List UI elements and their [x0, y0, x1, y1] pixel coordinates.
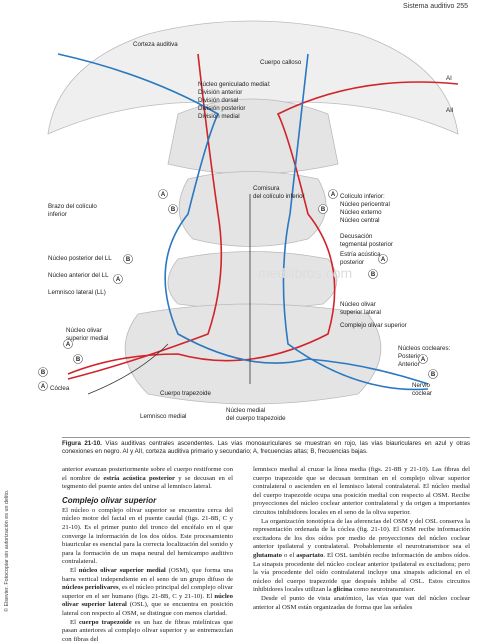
running-title: Sistema auditivo 255: [403, 3, 468, 10]
figure-label: Cuerpo calloso: [260, 59, 302, 66]
text-run: El: [70, 619, 79, 626]
text-run: La organización tonotópica de las aferen…: [253, 518, 470, 551]
figure-label: AI: [446, 75, 452, 82]
figure-label: División medial: [198, 113, 240, 120]
text-column: lemnisco medial al cruzar la línea media…: [253, 466, 470, 612]
text-run: o el: [282, 552, 296, 559]
paragraph: La organización tonotópica de las aferen…: [253, 518, 470, 595]
figure-label: coclear: [412, 390, 432, 397]
text-run: Desde el punto de vista anatómico, las v…: [253, 595, 470, 611]
figure-caption: Figura 21-10. Vías auditivas centrales a…: [62, 437, 470, 456]
figure-label: Corteza auditiva: [133, 41, 178, 48]
figure-label: del cuerpo trapezoide: [226, 415, 286, 422]
marker-label: B: [126, 257, 131, 263]
figure-label: Cóclea: [50, 385, 70, 392]
marker-label: B: [431, 372, 436, 378]
figure-label: Comisura: [253, 185, 280, 192]
figure-label: superior medial: [66, 335, 108, 342]
figure-label: Núcleo olivar: [340, 301, 376, 308]
marker-label: B: [171, 207, 176, 213]
text-run: aspartato: [296, 552, 323, 559]
text-run: núcleos periolivares: [62, 584, 119, 591]
figure-label: Núcleo externo: [340, 209, 382, 216]
text-run: cuerpo trapezoide: [79, 619, 132, 626]
marker-label: B: [321, 207, 326, 213]
figure-label: División dorsal: [198, 97, 238, 104]
marker-label: A: [116, 277, 121, 283]
marker-label: B: [76, 357, 81, 363]
text-run: núcleo olivar superior medial: [79, 567, 166, 574]
brain-sections: [48, 21, 458, 404]
paragraph: El núcleo o complejo olivar superior se …: [62, 507, 233, 567]
text-run: Vías auditivas centrales ascendentes. La…: [62, 440, 470, 455]
paragraph: anterior avanzan posteriormente sobre el…: [62, 466, 233, 492]
marker-label: B: [41, 370, 46, 376]
figure-label: Decusación: [340, 233, 373, 240]
paragraph: Desde el punto de vista anatómico, las v…: [253, 595, 470, 612]
figure-label: Núcleo central: [340, 217, 380, 224]
marker-label: A: [161, 192, 166, 198]
figure-label: Núcleo geniculado medial:: [198, 81, 271, 88]
figure-label: Núcleo pericentral: [340, 201, 390, 208]
figure-label: Complejo olivar superior: [340, 322, 407, 329]
figure-label: Núcleo anterior del LL: [48, 272, 109, 279]
figure-label: Cuerpo trapezoide: [160, 390, 211, 397]
text-run: El: [70, 567, 79, 574]
figure-label: tegmental posterior: [340, 241, 393, 248]
figure-label: Brazo del colículo: [48, 203, 97, 210]
figure-label: Núcleo olivar: [66, 327, 102, 334]
side-note: © Elsevier. Fotocopiar sin autorización …: [4, 490, 10, 612]
text-run: estría acústica posterior: [103, 475, 175, 482]
figure-label: Estría acústica: [340, 251, 381, 258]
figure-label: División anterior: [198, 89, 242, 96]
figure: Corteza auditiva AI AII Cuerpo calloso Núcle…: [28, 14, 472, 434]
marker-label: A: [41, 384, 46, 390]
text-run: glutamato: [253, 552, 282, 559]
paragraph: lemnisco medial al cruzar la línea media…: [253, 466, 470, 518]
marker-label: B: [371, 272, 376, 278]
figure-label: Lemnisco medial: [140, 413, 186, 420]
text-column: anterior avanzan posteriormente sobre el…: [62, 466, 233, 644]
marker-label: A: [381, 257, 386, 263]
text-run: como neurotransmisor.: [352, 586, 415, 593]
marker-label: A: [331, 192, 336, 198]
text-run: Figura 21-10.: [62, 440, 102, 447]
figure-label: del colículo inferior: [253, 193, 305, 200]
figure-label: Núcleo medial: [226, 407, 265, 414]
text-run: El núcleo o complejo olivar superior se …: [62, 507, 233, 566]
marker-label: A: [421, 357, 426, 363]
figure-label: AII: [446, 107, 454, 114]
figure-label: Colículo inferior:: [340, 193, 385, 200]
figure-label: Lemnisco lateral (LL): [48, 289, 106, 296]
watermark: medilibros.com: [258, 265, 352, 281]
text-run: glicina: [333, 586, 352, 593]
figure-label: inferior: [48, 211, 67, 218]
figure-label: Anterior: [398, 361, 420, 368]
marker-label: A: [66, 342, 71, 348]
figure-label: superior lateral: [340, 309, 381, 316]
section-heading: Complejo olivar superior: [62, 496, 233, 505]
paragraph: El núcleo olivar superior medial (OSM), …: [62, 567, 233, 619]
figure-label: Núcleos cocleares:: [398, 345, 451, 352]
figure-label: Nervio: [412, 382, 430, 389]
text-run: lemnisco medial al cruzar la línea media…: [253, 466, 470, 516]
figure-label: Núcleo posterior del LL: [48, 255, 112, 262]
figure-label: División posterior: [198, 105, 245, 112]
paragraph: El cuerpo trapezoide es un haz de fibras…: [62, 619, 233, 644]
